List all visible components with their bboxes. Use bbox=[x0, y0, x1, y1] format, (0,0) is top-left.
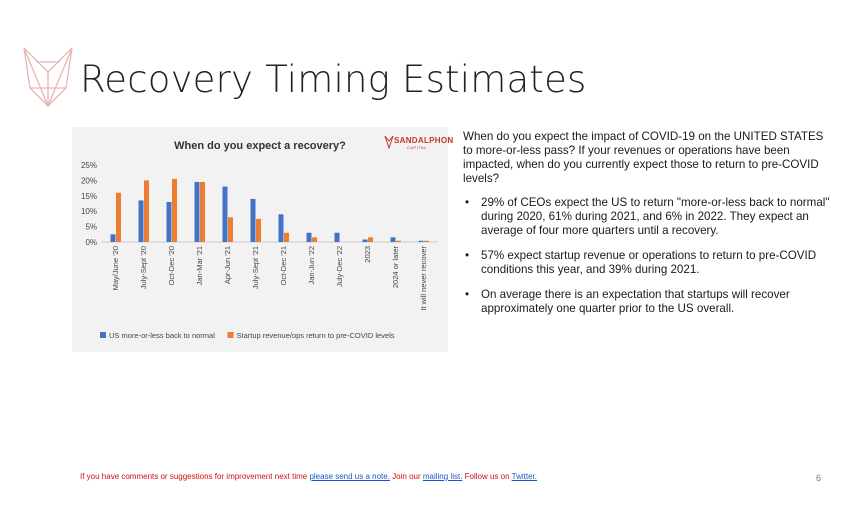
y-tick-label: 10% bbox=[81, 207, 97, 216]
bar-us-normal bbox=[418, 240, 424, 242]
bar-startup-revenue bbox=[172, 178, 177, 242]
sandalphon-logo-icon bbox=[384, 135, 394, 149]
page-title: Recovery Timing Estimates bbox=[80, 58, 587, 101]
bullet-item: 57% expect startup revenue or operations… bbox=[463, 249, 833, 277]
mailing-list-link[interactable]: mailing list. bbox=[422, 472, 463, 481]
footer-text: Join our bbox=[389, 472, 423, 481]
bar-startup-revenue bbox=[396, 240, 401, 242]
y-tick-label: 15% bbox=[81, 192, 97, 201]
x-tick-label: Oct-Dec '21 bbox=[279, 246, 288, 285]
y-tick-label: 20% bbox=[81, 176, 97, 185]
bar-startup-revenue bbox=[116, 192, 121, 242]
bar-us-normal bbox=[334, 232, 340, 242]
y-tick-label: 5% bbox=[85, 223, 97, 232]
bar-startup-revenue bbox=[256, 218, 261, 242]
bar-us-normal bbox=[138, 200, 144, 242]
bar-startup-revenue bbox=[284, 232, 289, 242]
bar-us-normal bbox=[110, 234, 116, 242]
page-number: 6 bbox=[816, 473, 822, 483]
bar-startup-revenue bbox=[228, 217, 233, 242]
bar-us-normal bbox=[390, 237, 396, 242]
x-tick-label: May/June '20 bbox=[111, 246, 120, 290]
bar-us-normal bbox=[222, 186, 228, 242]
y-tick-label: 0% bbox=[85, 238, 97, 247]
x-tick-label: It will never recover bbox=[419, 246, 428, 311]
bullet-list: 29% of CEOs expect the US to return "mor… bbox=[463, 196, 833, 316]
x-tick-label: July-Dec '22 bbox=[335, 246, 344, 287]
twitter-link[interactable]: Twitter. bbox=[511, 472, 537, 481]
x-tick-label: Oct-Dec '20 bbox=[167, 246, 176, 285]
bar-us-normal bbox=[166, 201, 172, 242]
footer-text: If you have comments or suggestions for … bbox=[80, 472, 310, 481]
bar-startup-revenue bbox=[312, 237, 317, 242]
brand-name: SANDALPHON bbox=[394, 136, 454, 145]
legend-swatch bbox=[227, 332, 234, 338]
bar-chart: When do you expect a recovery? 0% 5% 10% 15%… bbox=[81, 140, 438, 340]
y-tick-label: 25% bbox=[81, 161, 97, 170]
brand-subtitle: CAPITAL bbox=[407, 145, 427, 150]
bar-us-normal bbox=[362, 239, 368, 242]
question-text: When do you expect the impact of COVID-1… bbox=[463, 130, 824, 185]
logo-icon bbox=[20, 44, 76, 108]
x-tick-label: Jan-Jun '22 bbox=[307, 246, 316, 285]
legend-label: Startup revenue/ops return to pre-COVID … bbox=[237, 331, 395, 340]
x-tick-label: 2024 or later bbox=[391, 246, 400, 289]
chart-panel: When do you expect a recovery? 0% 5% 10% 15%… bbox=[72, 127, 448, 352]
bar-us-normal bbox=[306, 232, 312, 242]
geometric-line-logo-icon bbox=[23, 47, 73, 108]
x-tick-label: July-Sept '20 bbox=[139, 246, 148, 289]
x-tick-label: Jan-Mar '21 bbox=[195, 246, 204, 285]
bullet-item: 29% of CEOs expect the US to return "mor… bbox=[463, 196, 833, 238]
send-note-link[interactable]: please send us a note. bbox=[309, 472, 390, 481]
footer-note: If you have comments or suggestions for … bbox=[80, 472, 537, 481]
footer-text: Follow us on bbox=[462, 472, 512, 481]
bar-startup-revenue bbox=[200, 181, 205, 242]
x-tick-label: Apr-Jun '21 bbox=[223, 246, 232, 284]
bar-startup-revenue bbox=[144, 180, 149, 242]
bar-us-normal bbox=[250, 198, 256, 242]
chart-title: When do you expect a recovery? bbox=[174, 140, 346, 152]
commentary: When do you expect the impact of COVID-1… bbox=[463, 130, 833, 327]
bullet-item: On average there is an expectation that … bbox=[463, 288, 833, 316]
bar-startup-revenue bbox=[368, 237, 373, 242]
legend-swatch bbox=[100, 332, 106, 338]
x-tick-label: 2023 bbox=[363, 246, 372, 263]
bar-startup-revenue bbox=[424, 240, 429, 242]
x-tick-label: July-Sept '21 bbox=[251, 246, 260, 289]
legend-label: US more-or-less back to normal bbox=[109, 331, 215, 340]
bar-us-normal bbox=[278, 214, 284, 242]
bar-us-normal bbox=[194, 181, 200, 242]
